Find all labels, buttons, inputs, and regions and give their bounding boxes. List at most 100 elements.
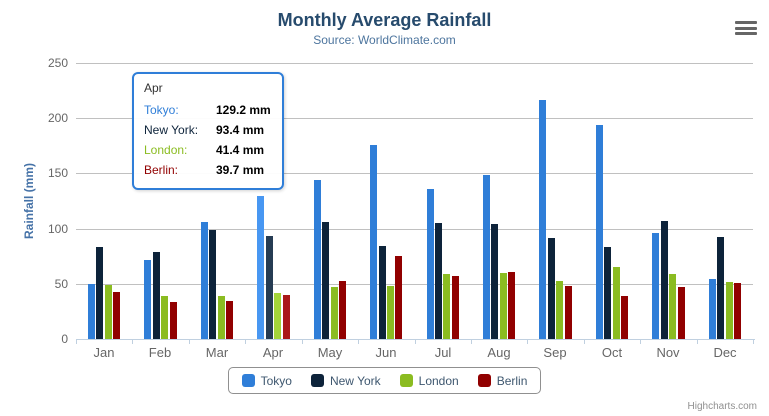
bar-new-york-apr[interactable] (266, 236, 273, 339)
tooltip: Apr Tokyo: 129.2 mm New York: 93.4 mm London… (132, 72, 284, 190)
tooltip-series-value: 41.4 mm (216, 143, 265, 157)
y-axis-label: 250 (47, 56, 68, 70)
bar-berlin-nov[interactable] (678, 287, 685, 339)
legend: Tokyo New York London Berlin (0, 367, 769, 394)
bar-berlin-jul[interactable] (452, 276, 459, 339)
bar-berlin-apr[interactable] (283, 295, 290, 339)
y-axis-label: 50 (54, 277, 68, 291)
legend-item-new-york[interactable]: New York (310, 374, 381, 388)
chart-subtitle: Source: WorldClimate.com (313, 33, 456, 47)
bar-berlin-jun[interactable] (395, 256, 402, 339)
y-gridline (76, 63, 753, 64)
bar-new-york-nov[interactable] (661, 221, 668, 339)
export-menu-button[interactable] (733, 18, 759, 40)
legend-swatch-icon (310, 374, 324, 387)
tooltip-row: London: 41.4 mm (144, 140, 272, 160)
bar-london-sep[interactable] (556, 281, 563, 339)
bar-tokyo-oct[interactable] (596, 125, 603, 339)
tooltip-series-name: London: (144, 143, 188, 157)
bar-berlin-aug[interactable] (508, 272, 515, 339)
tooltip-series-name: New York: (144, 123, 199, 137)
bar-london-jul[interactable] (443, 274, 450, 339)
x-axis-label: Aug (487, 345, 511, 360)
bar-london-nov[interactable] (669, 274, 676, 339)
legend-item-tokyo[interactable]: Tokyo (241, 373, 292, 388)
legend-box: Tokyo New York London Berlin (227, 367, 542, 394)
bar-berlin-dec[interactable] (734, 283, 741, 339)
y-axis-label: 0 (61, 332, 68, 346)
tooltip-rows: Tokyo: 129.2 mm New York: 93.4 mm London: 41.… (144, 100, 272, 180)
bar-new-york-feb[interactable] (153, 252, 160, 339)
bar-new-york-may[interactable] (322, 222, 329, 339)
x-axis-tick (76, 339, 77, 344)
tooltip-series-value: 129.2 mm (216, 103, 271, 117)
tooltip-series-name: Berlin: (144, 163, 179, 177)
bar-new-york-jul[interactable] (435, 223, 442, 339)
bar-london-apr[interactable] (274, 293, 281, 339)
bar-tokyo-jun[interactable] (370, 145, 377, 339)
x-axis-label: Mar (205, 345, 229, 360)
bar-berlin-may[interactable] (339, 281, 346, 339)
x-axis-tick (697, 339, 698, 344)
bar-tokyo-dec[interactable] (709, 279, 716, 339)
x-axis-tick (245, 339, 246, 344)
bar-tokyo-apr[interactable] (257, 196, 264, 339)
bar-tokyo-aug[interactable] (483, 175, 490, 339)
bar-tokyo-nov[interactable] (652, 233, 659, 339)
y-gridline (76, 229, 753, 230)
bar-london-feb[interactable] (161, 296, 168, 339)
x-axis-label: Jan (93, 345, 115, 360)
y-axis-label: 100 (47, 222, 68, 236)
bar-berlin-oct[interactable] (621, 296, 628, 339)
legend-item-london[interactable]: London (399, 373, 459, 388)
legend-label: Tokyo (260, 373, 292, 388)
legend-label: London (418, 373, 459, 388)
x-axis-tick (753, 339, 754, 344)
x-axis-tick (189, 339, 190, 344)
tooltip-series-value: 39.7 mm (216, 163, 265, 177)
y-axis-label: 150 (47, 166, 68, 180)
x-axis-label: Oct (601, 345, 623, 360)
bar-london-mar[interactable] (218, 296, 225, 339)
bar-new-york-aug[interactable] (491, 224, 498, 339)
bar-new-york-sep[interactable] (548, 238, 555, 339)
x-axis-tick (640, 339, 641, 344)
bar-tokyo-jul[interactable] (427, 189, 434, 339)
bar-london-may[interactable] (331, 287, 338, 339)
bar-tokyo-may[interactable] (314, 180, 321, 339)
x-axis-label: May (317, 345, 343, 360)
bar-tokyo-feb[interactable] (144, 260, 151, 339)
bar-london-aug[interactable] (500, 273, 507, 339)
bar-tokyo-jan[interactable] (88, 284, 95, 339)
bar-new-york-mar[interactable] (209, 230, 216, 339)
y-gridline (76, 173, 753, 174)
bar-tokyo-mar[interactable] (201, 222, 208, 339)
tooltip-row: Berlin: 39.7 mm (144, 160, 272, 180)
x-axis-tick (527, 339, 528, 344)
tooltip-header: Apr (144, 81, 163, 95)
bar-new-york-jun[interactable] (379, 246, 386, 339)
bar-london-dec[interactable] (726, 282, 733, 339)
bar-london-oct[interactable] (613, 267, 620, 339)
bar-tokyo-sep[interactable] (539, 100, 546, 339)
bar-new-york-jan[interactable] (96, 247, 103, 339)
bar-berlin-jan[interactable] (113, 292, 120, 339)
bar-new-york-dec[interactable] (717, 237, 724, 339)
credits-link[interactable]: Highcharts.com (687, 401, 757, 412)
x-axis-tick (584, 339, 585, 344)
x-axis-label: Feb (148, 345, 172, 360)
x-axis-label: Apr (262, 345, 284, 360)
bar-berlin-sep[interactable] (565, 286, 572, 339)
tooltip-series-name: Tokyo: (144, 103, 179, 117)
hamburger-icon (735, 21, 757, 37)
bar-london-jan[interactable] (105, 285, 112, 339)
bar-new-york-oct[interactable] (604, 247, 611, 339)
x-axis-label: Jul (434, 345, 452, 360)
bar-berlin-feb[interactable] (170, 302, 177, 339)
x-axis-tick (132, 339, 133, 344)
bar-london-jun[interactable] (387, 286, 394, 339)
bar-berlin-mar[interactable] (226, 301, 233, 339)
legend-item-berlin[interactable]: Berlin (477, 374, 527, 388)
y-gridline (76, 118, 753, 119)
